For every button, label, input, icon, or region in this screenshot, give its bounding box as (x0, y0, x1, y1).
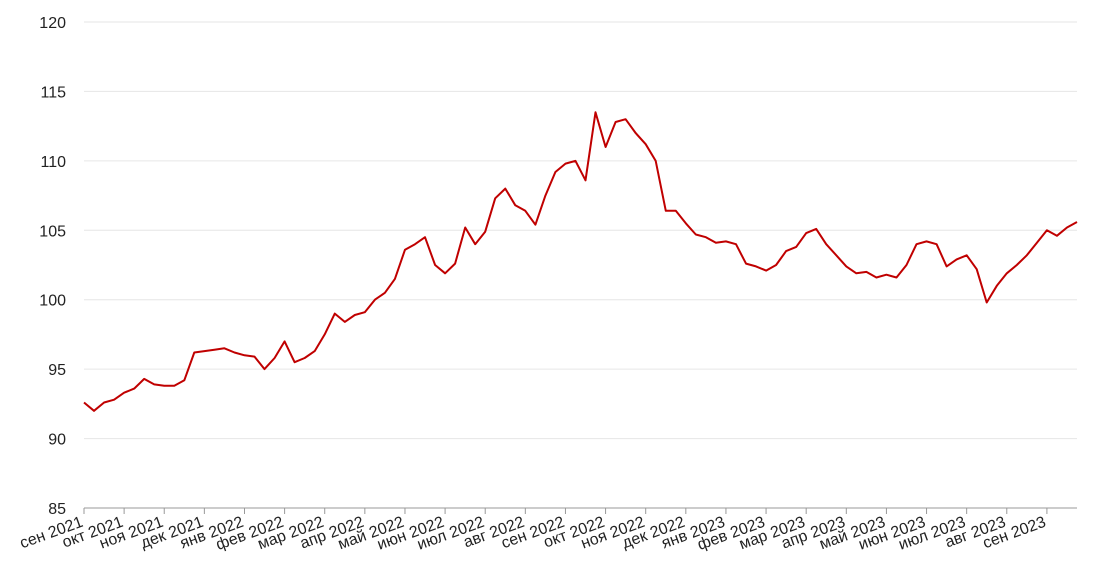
y-tick-label: 120 (39, 15, 66, 32)
y-tick-label: 115 (40, 84, 66, 101)
y-tick-label: 95 (48, 362, 66, 379)
series-line (83, 111, 1078, 412)
y-tick-label: 100 (39, 293, 66, 310)
y-tick-label: 105 (39, 223, 66, 240)
y-tick-label: 110 (40, 154, 66, 171)
y-tick-label: 85 (48, 501, 66, 518)
y-tick-label: 90 (48, 432, 66, 449)
